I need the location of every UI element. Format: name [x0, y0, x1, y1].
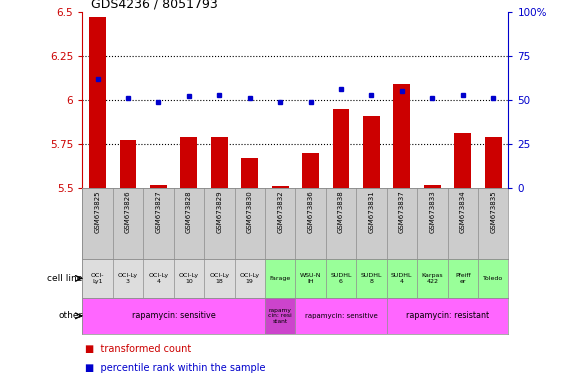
Bar [302, 153, 319, 188]
Text: OCI-Ly
4: OCI-Ly 4 [148, 273, 169, 284]
Text: ■  percentile rank within the sample: ■ percentile rank within the sample [85, 363, 266, 373]
Text: rapamy
cin: resi
stant: rapamy cin: resi stant [268, 308, 292, 324]
Bar [363, 116, 380, 188]
Bar [295, 298, 387, 334]
Bar [113, 188, 143, 259]
Bar [295, 188, 326, 259]
Bar [82, 298, 265, 334]
Bar [211, 137, 228, 188]
Text: GSM673834: GSM673834 [460, 190, 466, 233]
Text: SUDHL
4: SUDHL 4 [391, 273, 412, 284]
Text: GSM673826: GSM673826 [125, 190, 131, 233]
Bar [235, 188, 265, 259]
Bar [272, 186, 289, 188]
Text: other: other [58, 311, 82, 320]
Bar [174, 259, 204, 298]
Bar [387, 188, 417, 259]
Text: WSU-N
IH: WSU-N IH [300, 273, 321, 284]
Text: SUDHL
8: SUDHL 8 [361, 273, 382, 284]
Bar [150, 185, 167, 188]
Text: GDS4236 / 8051793: GDS4236 / 8051793 [91, 0, 218, 10]
Text: Toledo: Toledo [483, 276, 503, 281]
Bar [181, 137, 197, 188]
Bar [120, 141, 136, 188]
Bar [454, 133, 471, 188]
Bar [265, 188, 295, 259]
Text: OCI-Ly
10: OCI-Ly 10 [179, 273, 199, 284]
Text: rapamycin: sensitive: rapamycin: sensitive [132, 311, 215, 320]
Text: ■  transformed count: ■ transformed count [85, 344, 191, 354]
Bar [143, 188, 174, 259]
Text: GSM673825: GSM673825 [95, 190, 101, 233]
Bar [265, 298, 295, 334]
Text: GSM673828: GSM673828 [186, 190, 192, 233]
Bar [448, 259, 478, 298]
Text: GSM673830: GSM673830 [247, 190, 253, 233]
Bar [82, 259, 113, 298]
Text: GSM673832: GSM673832 [277, 190, 283, 233]
Bar [417, 259, 448, 298]
Text: rapamycin: resistant: rapamycin: resistant [406, 311, 489, 320]
Text: GSM673836: GSM673836 [308, 190, 314, 233]
Text: Farage: Farage [270, 276, 291, 281]
Text: OCI-Ly
19: OCI-Ly 19 [240, 273, 260, 284]
Bar [326, 259, 356, 298]
Bar [333, 109, 349, 188]
Bar [417, 188, 448, 259]
Text: OCI-
Ly1: OCI- Ly1 [91, 273, 105, 284]
Bar [485, 137, 502, 188]
Text: GSM673829: GSM673829 [216, 190, 222, 233]
Bar [89, 17, 106, 188]
Bar [326, 188, 356, 259]
Text: cell line: cell line [47, 274, 82, 283]
Text: Pfeiff
er: Pfeiff er [455, 273, 470, 284]
Text: GSM673831: GSM673831 [369, 190, 374, 233]
Bar [387, 259, 417, 298]
Bar [387, 298, 508, 334]
Text: GSM673838: GSM673838 [338, 190, 344, 233]
Bar [424, 185, 441, 188]
Bar [478, 259, 508, 298]
Text: OCI-Ly
18: OCI-Ly 18 [209, 273, 229, 284]
Bar [478, 188, 508, 259]
Text: SUDHL
6: SUDHL 6 [330, 273, 352, 284]
Bar [356, 259, 387, 298]
Bar [204, 259, 235, 298]
Text: Karpas
422: Karpas 422 [421, 273, 443, 284]
Bar [394, 84, 410, 188]
Bar [265, 259, 295, 298]
Text: GSM673837: GSM673837 [399, 190, 405, 233]
Text: GSM673833: GSM673833 [429, 190, 435, 233]
Bar [356, 188, 387, 259]
Bar [241, 158, 258, 188]
Bar [113, 259, 143, 298]
Text: OCI-Ly
3: OCI-Ly 3 [118, 273, 138, 284]
Text: GSM673835: GSM673835 [490, 190, 496, 233]
Text: GSM673827: GSM673827 [156, 190, 161, 233]
Bar [295, 259, 326, 298]
Bar [235, 259, 265, 298]
Text: rapamycin: sensitive: rapamycin: sensitive [304, 313, 377, 319]
Bar [174, 188, 204, 259]
Bar [82, 188, 113, 259]
Bar [204, 188, 235, 259]
Bar [448, 188, 478, 259]
Bar [143, 259, 174, 298]
